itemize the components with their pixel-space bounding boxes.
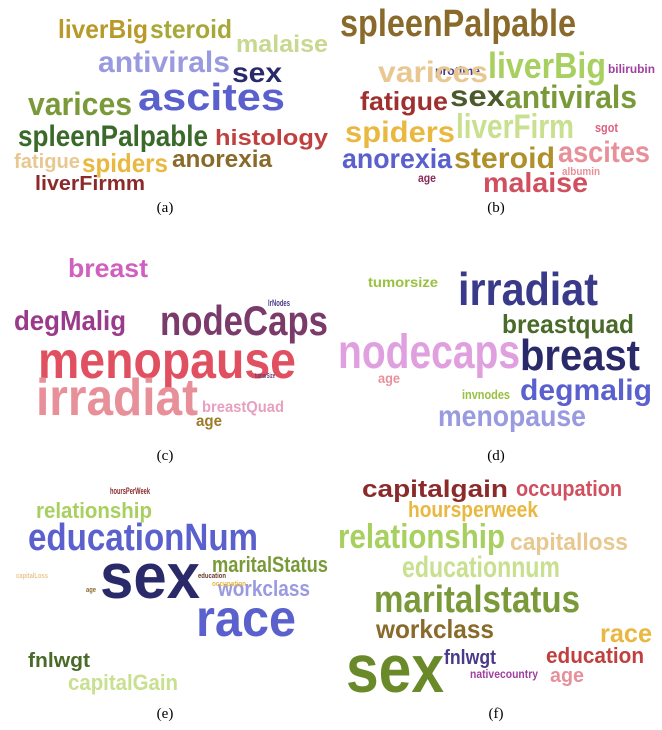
word: workclass [375,614,494,644]
word: fnlwgt [444,647,496,669]
word: breastQuad [202,399,284,416]
word: malaise [483,167,588,198]
word: antivirals [505,79,637,115]
caption: (b) [487,200,505,216]
word: age [86,587,96,594]
word: breastquad [502,309,634,339]
word: invnodes [462,387,510,402]
word: capitalloss [510,529,628,556]
word: spleenPalpable [18,120,208,153]
word: education [198,573,226,580]
word: relationship [36,498,152,523]
word: occupation [516,476,622,501]
word: bilirubin [608,62,655,76]
word: capitalgain [362,476,508,503]
word: breast [68,253,148,283]
word: sex [232,57,282,88]
word: ascites [558,136,650,169]
word: protime [435,64,480,78]
word: anorexia [342,143,452,174]
word: relationship [338,518,505,556]
word: sex [450,80,505,113]
word: hoursPerWeek [110,486,151,496]
word: nodecaps [338,326,520,379]
word: capitalLoss [16,573,48,580]
word: fnlwgt [28,650,90,672]
word: breast [520,331,640,380]
word: educationNum [28,517,258,559]
word: ascites [138,77,285,119]
word: degmalig [520,374,652,407]
word: albumin [562,166,600,178]
word: race [196,590,296,648]
word: irradiat [458,263,598,315]
word: lrNodes [268,298,290,308]
word: liverBig [58,14,148,44]
word: spleenPalpable [340,3,576,45]
word: nodeCaps [160,297,328,344]
word: anorexia [172,146,273,173]
word: steroid [150,14,232,44]
word: age [550,665,584,687]
word: age [196,413,222,430]
word: liverFirm [456,108,574,146]
word: sex [100,540,200,612]
word: tumorSize [255,373,275,380]
word: sex [346,631,444,707]
word: fatigue [14,151,80,173]
word: age [418,171,436,185]
caption: (f) [489,706,504,722]
word: malaise [236,31,328,58]
word: occupation [212,581,246,588]
word: irradiat [36,369,198,427]
word: race [600,618,652,648]
word: tumorsize [368,274,438,290]
word: workclass [217,576,310,601]
word: menopause [438,400,586,433]
caption: (e) [157,706,174,722]
word: maritalStatus [212,552,328,577]
word: varices [378,56,488,89]
word: varices [28,86,132,122]
caption: (c) [157,448,174,464]
word: fatigue [360,86,448,116]
word: spiders [345,116,455,149]
word: education [546,643,644,668]
caption: (d) [487,448,505,464]
word: menopause [38,332,296,390]
word: steroid [454,142,555,175]
word: capitalGain [68,670,178,695]
word: spiders [82,148,168,178]
word: sgot [595,120,619,135]
word: educationnum [402,551,560,584]
word: nativecountry [470,667,538,681]
word: maritalstatus [374,579,580,621]
word: antivirals [98,46,230,79]
word: degMalig [14,305,126,336]
caption: (a) [157,200,174,216]
word: liverBig [488,45,606,86]
word: liverFirmm [35,173,145,195]
word: age [378,370,400,386]
word: hoursperweek [408,497,539,522]
word: histology [215,125,329,150]
